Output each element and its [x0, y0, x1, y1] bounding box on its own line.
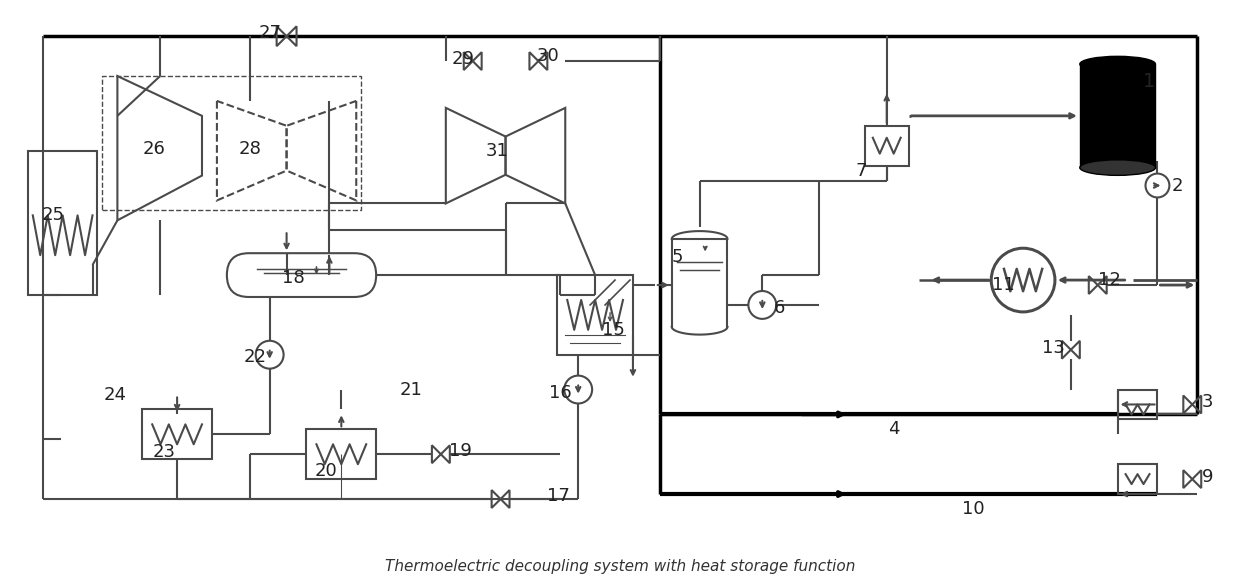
Text: 24: 24: [104, 386, 126, 403]
Text: 5: 5: [672, 248, 683, 266]
Text: 11: 11: [992, 276, 1014, 294]
Bar: [27, 151, 98, 295]
Text: 1: 1: [1143, 72, 1156, 90]
Text: 12: 12: [1099, 271, 1121, 289]
Text: 15: 15: [601, 321, 625, 339]
Text: 16: 16: [549, 383, 572, 402]
Text: 25: 25: [41, 207, 64, 224]
Text: 31: 31: [486, 141, 508, 160]
Text: 23: 23: [153, 443, 176, 461]
Text: 29: 29: [451, 50, 474, 68]
Text: 27: 27: [258, 24, 281, 42]
Text: 9: 9: [1202, 468, 1213, 486]
Text: 26: 26: [143, 140, 166, 158]
Text: 20: 20: [315, 462, 337, 480]
Text: Thermoelectric decoupling system with heat storage function: Thermoelectric decoupling system with he…: [384, 559, 856, 574]
Text: 17: 17: [547, 487, 569, 505]
Text: 30: 30: [537, 47, 559, 65]
Text: 21: 21: [399, 380, 423, 399]
Bar: [1117, 464, 1157, 494]
Text: 6: 6: [774, 299, 785, 317]
Ellipse shape: [1080, 56, 1156, 72]
Text: 13: 13: [1042, 339, 1064, 357]
Text: 19: 19: [449, 442, 472, 460]
Text: 2: 2: [1172, 177, 1183, 194]
Bar: [1080, 64, 1156, 168]
Text: 4: 4: [888, 420, 899, 438]
Ellipse shape: [1080, 160, 1156, 176]
Text: 7: 7: [856, 161, 867, 180]
Bar: [103, 76, 361, 210]
Bar: [864, 126, 909, 166]
Text: 18: 18: [283, 269, 305, 287]
Text: 3: 3: [1202, 393, 1213, 411]
Bar: [1117, 390, 1157, 419]
Bar: [143, 410, 212, 459]
Bar: [557, 275, 632, 355]
Text: 22: 22: [243, 348, 267, 366]
Bar: [306, 429, 376, 479]
Text: 28: 28: [238, 140, 262, 158]
Text: 10: 10: [962, 500, 985, 518]
